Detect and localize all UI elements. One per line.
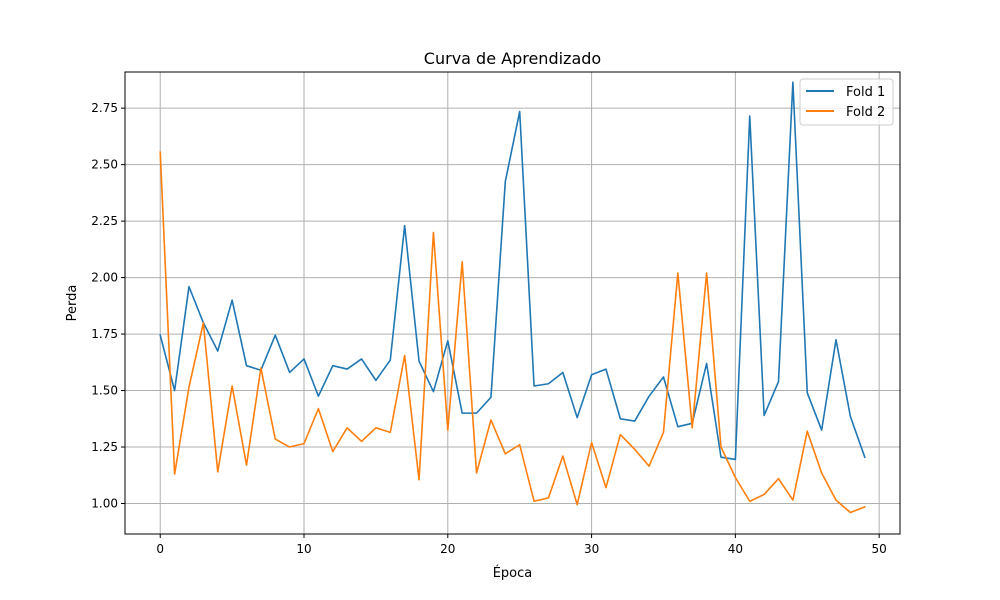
x-tick-label: 40 [728, 542, 743, 556]
legend-label-fold-1: Fold 1 [846, 85, 885, 100]
legend: Fold 1 Fold 2 [799, 78, 894, 126]
y-tick-label: 2.00 [91, 271, 118, 285]
x-tick-label: 10 [296, 542, 311, 556]
x-tick-label: 30 [584, 542, 599, 556]
y-tick-label: 1.00 [91, 497, 118, 511]
y-tick-label: 1.50 [91, 384, 118, 398]
series-line-fold-1 [159, 81, 866, 461]
y-tick-label: 2.75 [91, 101, 118, 115]
x-tick-label: 0 [156, 542, 164, 556]
grid [125, 72, 900, 534]
plot-frame [124, 71, 901, 535]
x-axis-title: Época [493, 565, 533, 581]
y-tick-label: 2.25 [91, 214, 118, 228]
x-tick-label: 50 [872, 542, 887, 556]
y-tick-label: 1.75 [91, 327, 118, 341]
x-tick-label: 20 [440, 542, 455, 556]
y-tick-label: 2.50 [91, 158, 118, 172]
y-tick-label: 1.25 [91, 440, 118, 454]
chart-title: Curva de Aprendizado [424, 49, 601, 68]
series-lines [159, 81, 866, 514]
y-axis-title: Perda [65, 285, 80, 322]
axis-ticks: 0 10 20 30 40 50 1.00 1.25 1.50 1.75 2.00 2.25 2.50 2… [91, 101, 887, 556]
series-line-fold-2 [159, 151, 866, 514]
legend-label-fold-2: Fold 2 [846, 105, 885, 120]
